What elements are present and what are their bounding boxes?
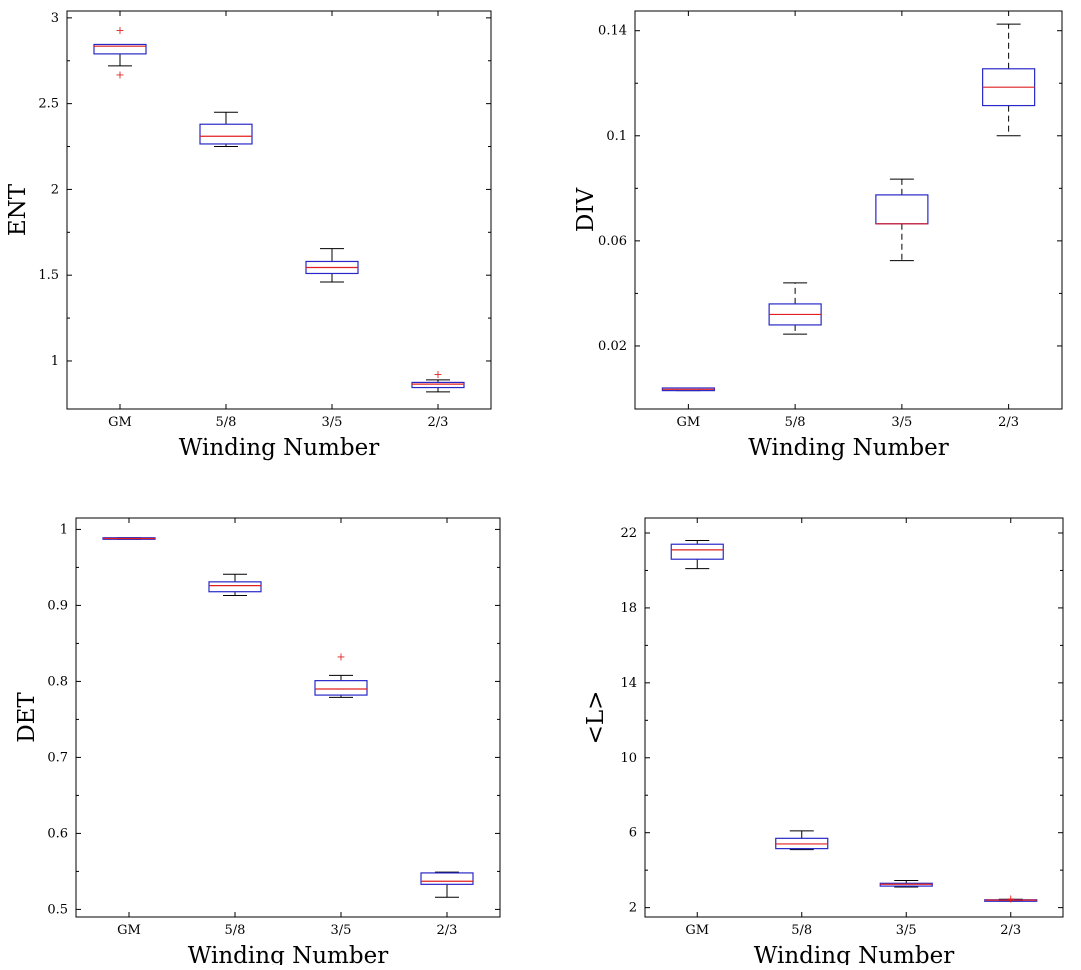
outlier-marker: +: [336, 650, 345, 663]
x-tick-label: 5/8: [791, 923, 812, 938]
iqr-box: [314, 680, 368, 696]
chart-panel-2: 0.02 0.06 0.1 0.14 GM 5/8 3/5 2/3 Winding Number…: [573, 10, 1063, 461]
box-GM: [670, 539, 724, 570]
y-tick-label: 0.9: [47, 598, 68, 613]
y-tick-label: 10: [620, 751, 637, 766]
x-tick-label: 3/5: [331, 923, 352, 938]
box-GM: [661, 387, 715, 392]
y-axis-title: DET: [14, 692, 40, 743]
box-5/8: [768, 282, 822, 335]
x-tick-label: 5/8: [225, 923, 246, 938]
y-tick-label: 2.5: [38, 97, 59, 112]
x-tick-label: 3/5: [891, 415, 912, 430]
x-axis-title: Winding Number: [188, 943, 388, 965]
y-tick-label: 0.14: [598, 24, 627, 39]
iqr-box: [875, 194, 929, 225]
outlier-marker: +: [115, 24, 124, 37]
iqr-box: [93, 43, 147, 55]
y-tick-label: 1: [51, 354, 59, 369]
y-tick-label: 0.06: [598, 234, 627, 249]
box-2/3: [982, 23, 1036, 137]
box-3/5: +: [314, 650, 368, 698]
y-tick-label: 2: [51, 182, 59, 197]
iqr-box: [420, 872, 474, 885]
x-axis-title: Winding Number: [754, 943, 954, 965]
plot-frame: [644, 517, 1064, 918]
x-tick-label: 3/5: [322, 415, 343, 430]
iqr-box: [199, 123, 253, 145]
y-axis-title: <L>: [583, 691, 609, 745]
box-5/8: [208, 573, 262, 597]
y-tick-label: 22: [620, 526, 637, 541]
x-tick-label: GM: [677, 415, 701, 430]
box-5/8: [775, 830, 829, 851]
y-tick-label: 18: [620, 601, 637, 616]
x-tick-label: 2/3: [437, 923, 458, 938]
iqr-box: [208, 581, 262, 593]
y-tick-label: 3: [51, 11, 59, 26]
outlier-marker: +: [433, 368, 442, 381]
outlier-marker: +: [115, 68, 124, 81]
y-tick-label: 0.8: [47, 674, 68, 689]
y-tick-label: 1: [60, 522, 68, 537]
y-tick-label: 0.7: [47, 750, 68, 765]
chart-panel-4: 2 6 10 14 18 22 GM 5/8 3/5 2/3 Winding Number <L> +: [583, 517, 1064, 969]
iqr-box: [670, 543, 724, 560]
x-tick-label: 3/5: [896, 923, 917, 938]
x-tick-label: 2/3: [1000, 923, 1021, 938]
y-tick-label: 0.6: [47, 826, 68, 841]
x-tick-label: 5/8: [216, 415, 237, 430]
y-axis-title: ENT: [5, 183, 31, 236]
y-axis-title: DIV: [573, 188, 599, 233]
x-axis-title: Winding Number: [179, 435, 379, 461]
box-2/3: [420, 871, 474, 898]
x-axis-title: Winding Number: [748, 435, 948, 461]
x-tick-label: GM: [117, 923, 141, 938]
outlier-marker: +: [1006, 892, 1015, 905]
box-2/3: +: [984, 892, 1038, 905]
x-tick-label: 5/8: [785, 415, 806, 430]
y-tick-label: 0.5: [47, 902, 68, 917]
x-tick-label: 2/3: [428, 415, 449, 430]
y-tick-label: 0.1: [606, 129, 627, 144]
plot-frame: [66, 10, 492, 410]
box-2/3: +: [411, 368, 465, 393]
y-tick-label: 0.02: [598, 339, 627, 354]
y-tick-label: 6: [629, 826, 637, 841]
y-tick-label: 1.5: [38, 268, 59, 283]
box-GM: ++: [93, 24, 147, 81]
x-tick-label: 2/3: [998, 415, 1019, 430]
plot-frame: [75, 517, 501, 918]
chart-panel-3: 0.5 0.6 0.7 0.8 0.9 1 GM 5/8 3/5 2/3 Winding Numbe…: [14, 517, 501, 969]
y-tick-label: 2: [629, 901, 637, 916]
box-GM: [102, 537, 156, 540]
box-3/5: [879, 879, 933, 888]
box-3/5: [875, 178, 929, 262]
box-3/5: [305, 248, 359, 283]
plot-frame: [634, 10, 1063, 410]
box-5/8: [199, 111, 253, 148]
y-tick-label: 14: [620, 676, 637, 691]
x-tick-label: GM: [685, 923, 709, 938]
x-tick-label: GM: [108, 415, 132, 430]
iqr-box: [411, 381, 465, 389]
